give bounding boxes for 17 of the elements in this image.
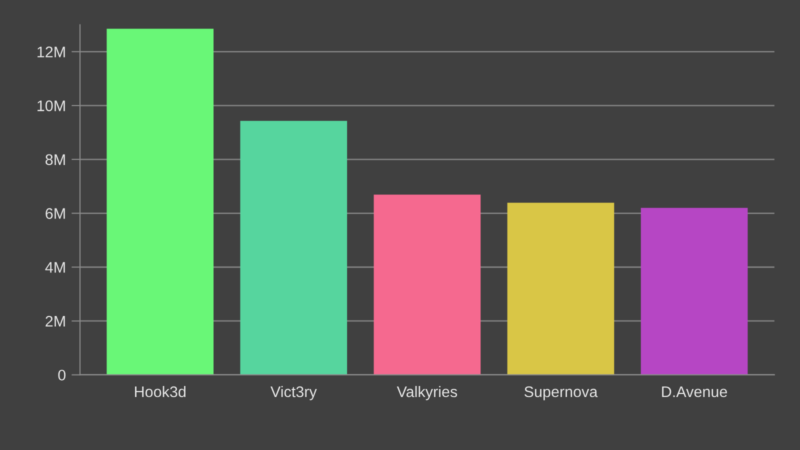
x-tick-label: Valkyries <box>396 386 458 400</box>
bar <box>374 194 481 375</box>
x-tick-label: D.Avenue <box>662 386 728 398</box>
y-tick-label: 4M <box>45 262 65 273</box>
y-tick-label: 6M <box>46 208 65 219</box>
bar <box>507 202 614 375</box>
bar <box>640 208 748 375</box>
y-tick-label: 12M <box>38 46 65 58</box>
y-tick-label: 10M <box>38 100 65 112</box>
y-tick-label: 2M <box>46 316 65 327</box>
x-tick-label: Vict3ry <box>270 386 317 400</box>
y-tick-label: 0 <box>58 370 66 381</box>
bar <box>240 120 348 375</box>
x-tick-label: Hook3d <box>135 386 186 398</box>
x-tick-label: Supernova <box>524 386 598 400</box>
y-tick-label: 8M <box>46 154 65 166</box>
bar <box>106 28 214 375</box>
